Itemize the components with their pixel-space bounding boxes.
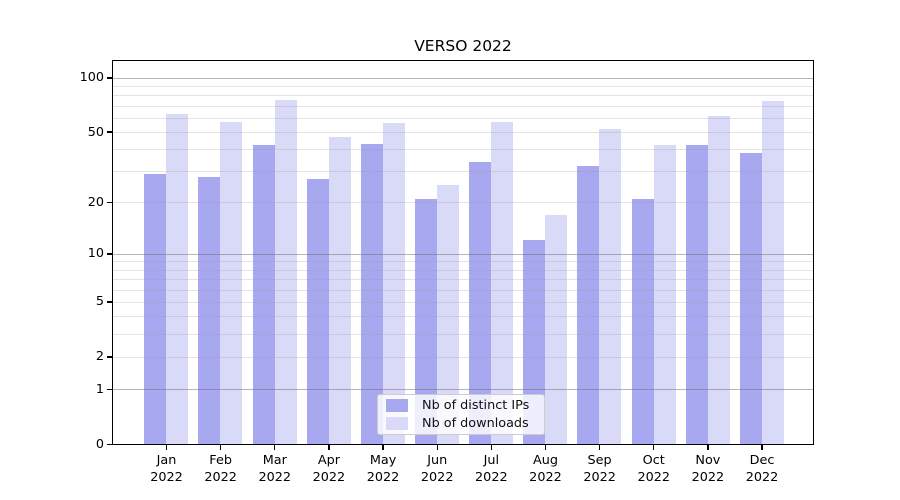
x-tick-feb (219, 445, 222, 451)
x-tick-apr (328, 445, 330, 451)
x-tick-label-jul: Jul 2022 (475, 453, 508, 485)
x-tick-label-mar: Mar 2022 (258, 453, 292, 485)
x-tick-jul (490, 445, 492, 451)
bar-downloads-may (382, 123, 405, 444)
y-tick-2 (107, 356, 113, 358)
bar-downloads-feb (220, 121, 243, 444)
y-tick-label-100: 100 (79, 70, 104, 86)
gridline-80 (113, 95, 813, 97)
bar-ips-feb (198, 176, 221, 444)
bar-ips-jul (469, 161, 492, 444)
x-tick-nov (707, 445, 709, 451)
x-tick-label-jan: Jan 2022 (150, 453, 183, 485)
y-tick-label-50: 50 (87, 124, 104, 140)
y-tick-100 (107, 77, 113, 79)
legend-item-distinct-ips: Nb of distinct IPs (386, 398, 536, 413)
y-tick-10 (107, 253, 113, 255)
x-tick-label-sep: Sep 2022 (583, 453, 616, 485)
bar-downloads-nov (707, 116, 730, 444)
legend-label-distinct-ips: Nb of distinct IPs (422, 398, 530, 413)
bar-downloads-dec (761, 101, 784, 444)
x-tick-aug (544, 445, 547, 451)
legend: Nb of distinct IPs Nb of downloads (377, 394, 545, 435)
legend-swatch-downloads (386, 417, 408, 430)
bar-downloads-sep (599, 128, 622, 444)
x-tick-label-may: May 2022 (366, 453, 400, 485)
bar-ips-may (360, 143, 383, 444)
bar-downloads-aug (545, 214, 568, 444)
x-tick-label-dec: Dec 2022 (745, 453, 779, 485)
y-tick-label-0: 0 (95, 436, 104, 452)
bar-ips-apr (306, 179, 329, 444)
bar-ips-oct (631, 198, 654, 444)
gridline-100 (113, 77, 813, 79)
x-tick-label-nov: Nov 2022 (691, 453, 725, 485)
x-tick-dec (761, 445, 763, 451)
bar-ips-jun (415, 198, 437, 444)
x-tick-label-feb: Feb 2022 (204, 453, 237, 485)
gridline-70 (113, 105, 813, 107)
plot-area: Nb of distinct IPs Nb of downloads (112, 60, 814, 445)
bar-downloads-jun (437, 185, 459, 444)
y-tick-5 (107, 301, 113, 303)
x-tick-may (382, 445, 384, 451)
x-tick-label-aug: Aug 2022 (529, 453, 562, 485)
x-tick-jun (436, 445, 438, 451)
y-tick-0 (107, 443, 113, 445)
y-tick-label-20: 20 (87, 194, 104, 210)
x-tick-jan (165, 445, 168, 451)
bar-ips-mar (252, 145, 275, 444)
y-tick-1 (107, 388, 113, 390)
bar-ips-jan (144, 173, 167, 444)
bar-downloads-mar (274, 100, 297, 444)
x-tick-mar (274, 445, 276, 451)
bar-ips-sep (577, 166, 600, 444)
y-tick-50 (107, 131, 113, 133)
x-tick-label-jun: Jun 2022 (420, 453, 454, 485)
gridline-90 (113, 85, 813, 87)
bar-downloads-jan (166, 113, 189, 444)
bar-ips-aug (523, 240, 546, 444)
x-tick-sep (598, 445, 601, 451)
y-tick-label-1: 1 (95, 381, 104, 397)
y-tick-label-2: 2 (95, 349, 104, 365)
bar-downloads-oct (653, 145, 676, 444)
x-tick-label-apr: Apr 2022 (312, 453, 346, 485)
chart-title: VERSO 2022 (414, 37, 512, 55)
y-tick-label-5: 5 (95, 294, 104, 310)
x-tick-oct (653, 445, 655, 451)
y-tick-label-10: 10 (87, 246, 104, 262)
bar-downloads-jul (491, 121, 514, 444)
y-tick-20 (107, 201, 113, 204)
bar-ips-dec (739, 153, 762, 444)
legend-label-downloads: Nb of downloads (422, 416, 529, 431)
x-tick-label-oct: Oct 2022 (637, 453, 671, 485)
bar-downloads-apr (328, 136, 351, 444)
bar-ips-nov (685, 145, 708, 444)
legend-swatch-distinct-ips (386, 399, 408, 412)
legend-item-downloads: Nb of downloads (386, 416, 536, 431)
